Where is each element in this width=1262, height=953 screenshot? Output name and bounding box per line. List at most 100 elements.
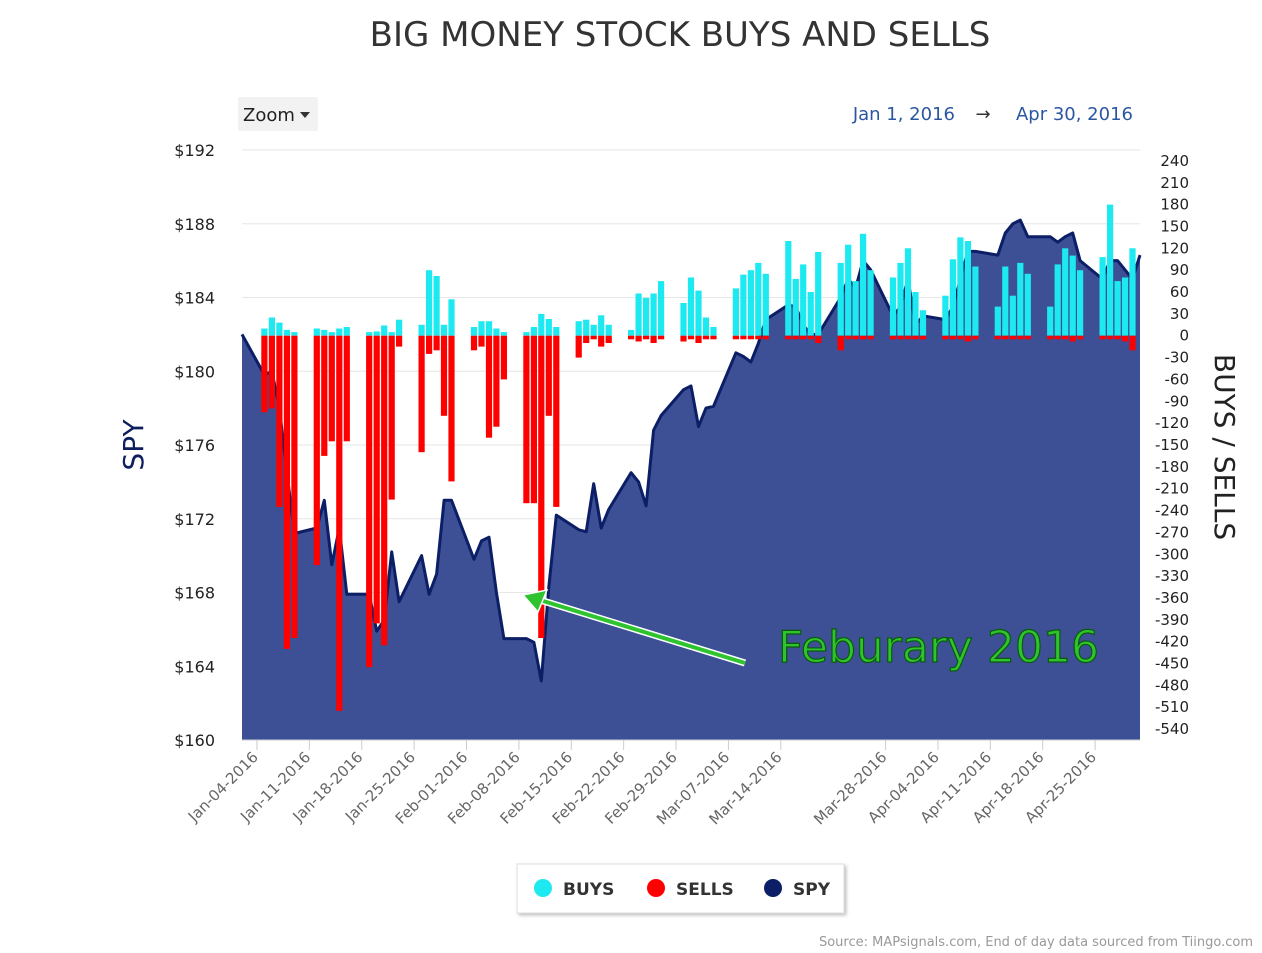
buys-bar [276, 322, 283, 336]
sells-bar [747, 335, 754, 340]
buys-bar [1107, 204, 1114, 336]
sells-bar [1054, 335, 1061, 340]
legend-item-spy[interactable]: SPY [764, 879, 831, 900]
sells-bar [635, 335, 642, 342]
right-tick-label: -480 [1155, 676, 1189, 694]
legend-item-sells[interactable]: SELLS [647, 879, 734, 900]
sells-bar [680, 335, 687, 342]
sells-bar [994, 335, 1001, 340]
buys-bar [1024, 273, 1031, 336]
buys-bar [448, 299, 455, 336]
buys-bar [291, 332, 298, 336]
sells-bar [1024, 335, 1031, 340]
sells-bar [650, 335, 657, 343]
buys-bar [1129, 248, 1136, 336]
sells-bar [545, 335, 552, 416]
buys-bar [313, 328, 320, 336]
right-tick-label: -420 [1155, 633, 1189, 651]
buys-bar [605, 324, 612, 336]
date-range[interactable]: Jan 1, 2016 → Apr 30, 2016 [852, 104, 1133, 125]
buys-bar [373, 331, 380, 336]
sells-bar [283, 335, 290, 649]
buys-bar [1077, 270, 1084, 336]
sells-bar [807, 335, 814, 340]
sells-bar [837, 335, 844, 351]
left-tick-label: $188 [174, 215, 215, 234]
buys-bar [1054, 264, 1061, 336]
buys-bar [889, 277, 897, 336]
sells-bar [919, 335, 927, 340]
buys-bar [957, 237, 964, 336]
buys-bar [1114, 281, 1121, 336]
left-tick-label: $160 [174, 731, 215, 750]
buys-bar [493, 328, 500, 336]
buys-bar [949, 259, 956, 336]
legend-box [516, 863, 845, 914]
sells-bar [366, 335, 373, 668]
buys-bar [800, 264, 807, 336]
left-tick-label: $184 [174, 289, 215, 308]
buys-bar [919, 310, 927, 336]
sells-bar [889, 335, 897, 340]
legend-item-buys[interactable]: BUYS [534, 879, 614, 900]
buys-bar [815, 252, 822, 336]
buys-bar [268, 317, 275, 336]
sells-bar [800, 335, 807, 340]
sells-bar [1062, 335, 1069, 340]
sells-bar [313, 335, 320, 566]
buys-bar [418, 324, 425, 336]
zoom-button[interactable]: Zoom [238, 97, 318, 131]
legend-dot-sells [647, 879, 665, 897]
sells-bar [860, 335, 867, 340]
buys-bar [583, 319, 590, 336]
right-tick-label: -120 [1155, 414, 1189, 432]
buys-bar [837, 262, 844, 336]
left-tick-label: $168 [174, 584, 215, 603]
buys-bar [650, 293, 657, 336]
sells-bar [867, 335, 874, 340]
sells-bar [276, 335, 283, 507]
buys-bar [792, 278, 799, 336]
sells-bar [605, 335, 612, 343]
x-axis-ticks: Jan-04-2016Jan-11-2016Jan-18-2016Jan-25-… [184, 739, 1140, 828]
buys-bar [994, 306, 1001, 336]
right-tick-label: 240 [1160, 152, 1189, 170]
left-tick-label: $164 [174, 657, 215, 676]
buys-bar [628, 329, 635, 336]
sells-bar [912, 335, 919, 340]
sells-bar [687, 335, 695, 340]
buys-bar [1099, 257, 1106, 336]
right-tick-label: 120 [1160, 239, 1189, 257]
buys-bar [553, 327, 560, 336]
sells-bar [373, 335, 380, 624]
buys-bar [972, 266, 979, 336]
buys-bar [785, 241, 792, 336]
sells-bar [478, 335, 485, 347]
buys-bar [328, 332, 335, 336]
buys-bar [1062, 248, 1069, 336]
sells-bar [343, 335, 350, 442]
sells-bar [433, 335, 440, 351]
right-axis-title: BUYS / SELLS [1208, 354, 1241, 540]
sells-bar [381, 335, 388, 646]
sells-bar [261, 335, 268, 413]
range-from[interactable]: Jan 1, 2016 [852, 104, 955, 125]
sells-bar [957, 335, 964, 340]
sells-bar [949, 335, 956, 340]
buys-bar [702, 317, 710, 336]
sells-bar [336, 335, 343, 711]
annotation-arrow-shaft [539, 598, 746, 665]
buys-bar [912, 292, 919, 336]
sells-bar [710, 335, 717, 340]
right-tick-label: -300 [1155, 545, 1189, 563]
sells-bar [628, 335, 635, 340]
sells-bar [1099, 335, 1106, 340]
range-to[interactable]: Apr 30, 2016 [1016, 104, 1133, 125]
sells-bar [658, 335, 665, 340]
sells-bar [1107, 335, 1114, 340]
left-axis-ticks: $160 $164 $168 $172 $176 $180 $184 $188 $192 [174, 141, 215, 750]
sells-bar [852, 335, 859, 340]
right-tick-label: 210 [1160, 174, 1189, 192]
right-axis-ticks: 240 210 180 150 120 90 60 30 0 -30 -60 -90 -120 -150 -… [1155, 152, 1189, 738]
